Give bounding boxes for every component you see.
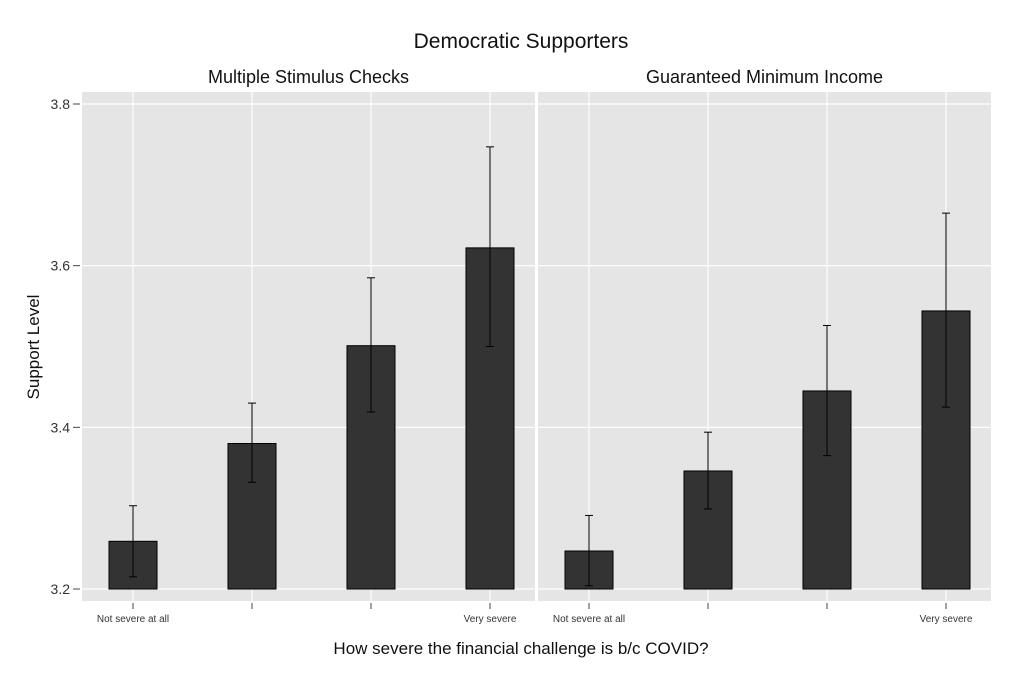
panel-background <box>538 92 991 601</box>
x-tick-label: Very severe <box>920 614 973 625</box>
x-axis-label: How severe the financial challenge is b/… <box>333 639 708 658</box>
panel-title: Multiple Stimulus Checks <box>208 67 409 87</box>
y-axis: 3.2 3.4 3.6 3.8 <box>51 96 80 597</box>
chart-title: Democratic Supporters <box>414 30 629 53</box>
panel-1: Multiple Stimulus Checks Not severe at al… <box>82 67 535 625</box>
y-axis-label: Support Level <box>24 295 43 400</box>
y-tick-label: 3.8 <box>51 96 71 112</box>
y-tick-label: 3.2 <box>51 581 71 597</box>
x-tick-label: Not severe at all <box>97 614 169 625</box>
bar <box>465 247 515 590</box>
panels-group: Multiple Stimulus Checks Not severe at al… <box>51 67 991 625</box>
panel-title: Guaranteed Minimum Income <box>646 67 883 87</box>
y-tick-label: 3.6 <box>51 258 71 274</box>
y-tick-label: 3.4 <box>51 419 71 435</box>
panel-background <box>82 92 535 601</box>
x-tick-label: Not severe at all <box>553 614 625 625</box>
x-tick-label: Very severe <box>464 614 517 625</box>
panel-2: Guaranteed Minimum Income Not severe at a… <box>538 67 991 625</box>
